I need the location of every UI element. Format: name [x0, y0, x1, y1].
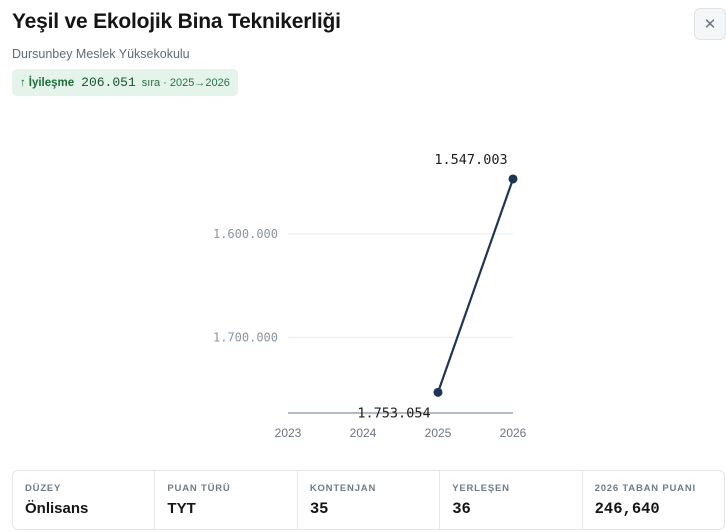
y-tick-label: 1.600.000: [213, 227, 278, 241]
stat-label: KONTENJAN: [309, 483, 377, 494]
x-tick-label: 2024: [350, 426, 377, 440]
ranking-line-chart: 1.600.000 1.700.000 2023 2024 2025 2026 1.753.…: [213, 152, 527, 440]
series-line: [436, 178, 515, 393]
x-tick-label: 2025: [425, 426, 452, 440]
stat-value: 36: [452, 500, 471, 518]
stat-label: DÜZEY: [25, 483, 62, 494]
school-name: Dursunbey Meslek Yüksekokulu: [12, 47, 190, 61]
stat-quota: KONTENJAN 35: [298, 471, 441, 529]
data-point: [508, 174, 518, 184]
stat-value: TYT: [167, 500, 196, 517]
y-tick-label: 1.700.000: [213, 330, 278, 344]
stats-bar: DÜZEY Önlisans PUAN TÜRÜ TYT KONTENJAN 3…: [12, 470, 725, 530]
stat-base-score: 2026 TABAN PUANI 246,640: [583, 471, 724, 529]
close-icon: ✕: [703, 15, 717, 33]
arrow-up-icon: ↑: [20, 76, 26, 89]
data-label: 1.547.003: [434, 152, 507, 168]
stat-label: PUAN TÜRÜ: [167, 483, 231, 494]
improvement-label: İyileşme: [28, 76, 75, 89]
data-label: 1.753.054: [357, 405, 430, 421]
stat-label: 2026 TABAN PUANI: [594, 483, 696, 494]
stat-label: YERLEŞEN: [452, 483, 510, 494]
stat-placed: YERLEŞEN 36: [440, 471, 583, 529]
stat-value: 35: [309, 500, 329, 518]
stat-value: Önlisans: [25, 500, 89, 517]
x-tick-label: 2026: [500, 426, 527, 440]
stat-level: DÜZEY Önlisans: [13, 471, 156, 529]
improvement-value: 206.051: [81, 75, 136, 90]
close-button[interactable]: ✕: [694, 8, 726, 40]
improvement-suffix: sıra · 2025→2026: [141, 76, 230, 89]
x-tick-label: 2023: [275, 426, 302, 440]
stat-value: 246,640: [594, 500, 660, 518]
improvement-badge: ↑ İyileşme 206.051 sıra · 2025→2026: [12, 69, 238, 96]
stat-score-type: PUAN TÜRÜ TYT: [155, 471, 298, 529]
data-point: [433, 387, 443, 397]
page-title: Yeşil ve Ekolojik Bina Teknikerliği: [12, 10, 341, 33]
